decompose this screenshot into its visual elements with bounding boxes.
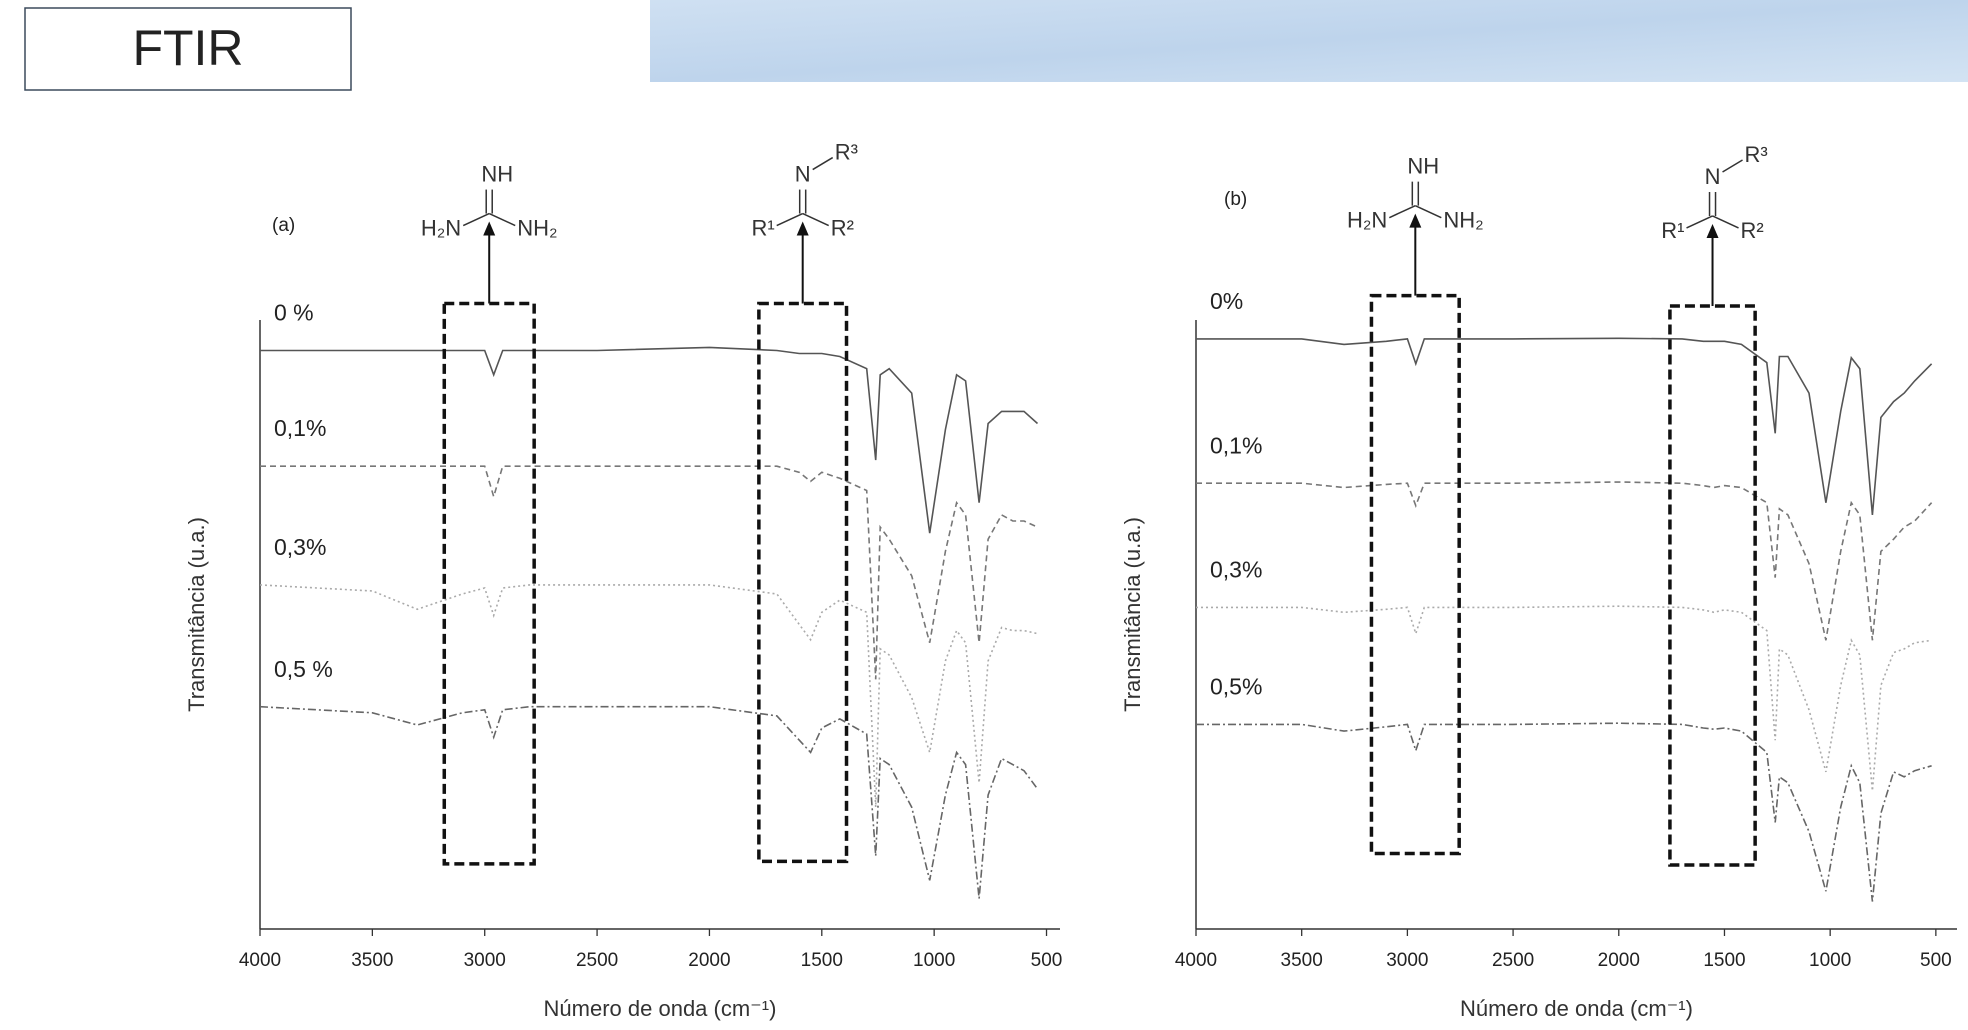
spectrum-line xyxy=(259,584,1038,808)
bond xyxy=(1722,159,1743,173)
highlight-box xyxy=(757,301,849,864)
atom-label: NH xyxy=(481,161,513,186)
x-tick-label: 2500 xyxy=(1492,950,1534,971)
atom-label: R¹ xyxy=(1661,218,1684,243)
y-axis-title: Transmitância (u.a.) xyxy=(184,517,209,712)
atom-label: R³ xyxy=(835,139,858,164)
atom-label: NH₂ xyxy=(1443,207,1483,232)
atom-label: R² xyxy=(1741,218,1764,243)
series-label: 0% xyxy=(1210,288,1243,314)
atom-label: H₂N xyxy=(421,215,461,240)
bond xyxy=(1712,215,1739,229)
arrow-head xyxy=(1409,213,1422,228)
x-tick-label: 3500 xyxy=(351,950,393,971)
series-label: 0,1% xyxy=(274,415,326,441)
x-tick-label: 1500 xyxy=(801,950,843,971)
atom-label: N xyxy=(795,161,811,186)
bond xyxy=(812,156,834,171)
spectrum-line xyxy=(259,705,1039,899)
spectrum-line xyxy=(260,465,1038,680)
title-box xyxy=(24,7,352,91)
spectrum-line xyxy=(1196,337,1933,515)
highlight-box xyxy=(442,301,536,866)
atom-label: R³ xyxy=(1745,142,1768,167)
panel-label: (b) xyxy=(1224,189,1247,210)
x-axis-title: Número de onda (cm⁻¹) xyxy=(544,996,777,1021)
x-tick-label: 1000 xyxy=(1809,950,1851,971)
arrow-head xyxy=(483,221,496,236)
x-tick-label: 2500 xyxy=(576,950,618,971)
slide-title: FTIR xyxy=(132,20,243,76)
spectrum-line xyxy=(1196,481,1933,641)
bond xyxy=(1686,215,1713,229)
y-axis-title: Transmitância (u.a.) xyxy=(1120,517,1145,712)
panel-label: (a) xyxy=(272,215,295,236)
series-label: 0,5 % xyxy=(274,656,333,682)
bond xyxy=(462,212,490,227)
x-tick-label: 3000 xyxy=(464,950,506,971)
bond xyxy=(1389,204,1416,219)
x-tick-label: 1500 xyxy=(1703,950,1745,971)
x-tick-label: 4000 xyxy=(239,950,281,971)
bond xyxy=(488,212,516,227)
series-label: 0,5% xyxy=(1210,673,1262,699)
banner xyxy=(650,0,1968,82)
bond xyxy=(776,212,804,227)
spectrum-line xyxy=(260,346,1039,534)
atom-label: R² xyxy=(831,215,854,240)
series-label: 0 % xyxy=(274,300,314,326)
atom-label: NH xyxy=(1407,153,1439,178)
atom-label: R¹ xyxy=(751,215,774,240)
atom-label: N xyxy=(1705,164,1721,189)
x-tick-label: 4000 xyxy=(1175,950,1217,971)
spectrum-line xyxy=(1196,605,1932,791)
highlight-box xyxy=(1668,304,1757,867)
atom-label: NH₂ xyxy=(517,215,557,240)
arrow-head xyxy=(1706,223,1719,238)
spectrum-line xyxy=(1196,722,1932,902)
bond xyxy=(802,212,830,227)
x-tick-label: 500 xyxy=(1920,950,1952,971)
x-tick-label: 3000 xyxy=(1386,950,1428,971)
atom-label: H₂N xyxy=(1347,207,1387,232)
x-axis-title: Número de onda (cm⁻¹) xyxy=(1460,996,1693,1021)
arrow-head xyxy=(796,221,809,236)
x-tick-label: 3500 xyxy=(1281,950,1323,971)
series-label: 0,3% xyxy=(274,534,326,560)
series-label: 0,1% xyxy=(1210,432,1262,458)
x-tick-label: 2000 xyxy=(1598,950,1640,971)
bond xyxy=(1415,204,1442,219)
x-tick-label: 1000 xyxy=(913,950,955,971)
highlight-box xyxy=(1369,293,1461,856)
series-label: 0,3% xyxy=(1210,557,1262,583)
x-tick-label: 2000 xyxy=(688,950,730,971)
x-tick-label: 500 xyxy=(1031,950,1063,971)
